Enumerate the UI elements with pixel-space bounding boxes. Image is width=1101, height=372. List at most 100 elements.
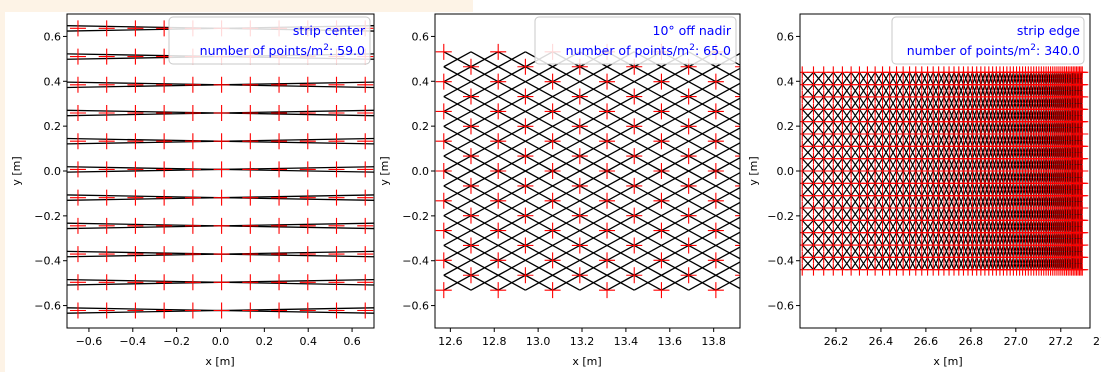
scan-line [470,185,499,202]
scan-line [962,121,969,135]
scan-line [525,185,553,202]
point-marker [626,237,643,254]
scan-line [932,244,940,258]
scan-line [715,155,740,171]
scan-line [988,84,994,98]
x-tick-label: 27.0 [1004,335,1029,348]
point-marker [807,239,820,252]
panel-strip-center: −0.6 −0.4 −0.2 0.0 0.2 0.4 0.6 −0.6 −0.4 −0.2 0.0… [10,13,402,368]
legend-box: 10° off nadir number of points/m2: 65.0 [534,16,737,65]
scan-line [874,207,884,221]
point-marker [1076,263,1089,276]
scan-line [927,170,934,184]
scan-line [967,96,973,110]
scan-line [932,96,940,110]
scan-line [850,170,860,184]
scan-line [921,220,929,233]
scan-line [882,158,891,172]
point-marker [328,189,345,206]
scan-line [813,96,825,110]
point-marker [271,246,288,263]
scan-line [927,84,934,98]
scan-line [443,125,472,142]
point-marker [242,274,259,291]
point-marker [707,163,724,179]
scan-line [715,230,740,245]
scan-line [874,220,884,233]
point-marker [386,49,402,65]
scan-line [801,256,814,271]
scan-line [443,95,472,112]
legend-density-prefix: number of points/m [566,43,690,58]
scan-line [552,230,581,247]
scan-line [953,146,960,159]
scan-line [995,232,1001,246]
scan-line [1002,109,1008,122]
point-marker [807,263,820,276]
scan-line [882,195,891,209]
scan-line [882,84,891,98]
point-marker [242,161,259,178]
point-marker [735,215,740,217]
scan-line [1006,158,1011,172]
scan-line [823,207,834,221]
scan-line [823,232,834,246]
point-marker [242,246,259,263]
scan-line [915,207,923,221]
scan-line [661,110,689,127]
legend-density-sup: 2 [323,43,329,53]
scan-line [962,183,969,196]
x-tick-label: −0.2 [163,335,190,348]
scan-line [971,244,978,258]
y-tick-label: 0.0 [777,165,795,178]
scan-line [443,140,472,157]
scan-line [915,109,923,122]
scan-line [902,121,911,135]
point-marker [69,302,86,319]
scan-line [525,170,553,187]
scan-line [850,244,860,258]
point-marker [435,222,452,239]
legend-density-sup: 2 [689,43,695,53]
scan-line [999,232,1005,246]
scan-line [606,140,635,157]
point-marker [599,282,616,299]
scan-line [958,158,965,172]
point-marker [707,282,724,299]
scan-line [976,170,982,184]
point-marker [517,58,534,75]
point-marker [271,161,288,178]
scan-line [962,220,969,233]
scan-line [552,200,581,217]
scan-line [958,146,965,159]
scan-line [579,125,608,142]
scan-line [953,183,960,196]
point-marker [462,177,479,194]
point-marker [517,148,534,165]
scan-line [813,71,825,86]
scan-line [858,232,868,246]
scan-line [948,244,955,258]
scan-line [801,219,814,234]
scan-line [976,257,982,270]
scan-line [841,207,852,221]
scan-line [866,96,876,110]
scan-line [921,146,929,159]
scan-line [443,170,472,187]
scan-line [988,170,994,184]
scan-line [832,182,843,197]
scan-line [962,133,969,147]
scan-line [971,207,978,221]
scan-line [470,230,499,247]
point-marker [213,246,230,263]
scan-line [938,121,945,135]
point-marker [357,105,374,121]
scan-line [715,185,740,200]
scan-line [895,158,904,172]
point-marker [599,103,616,120]
x-tick-label: 0.6 [343,335,361,348]
scan-line [953,133,960,147]
scan-line [470,51,499,68]
point-marker [271,331,287,347]
